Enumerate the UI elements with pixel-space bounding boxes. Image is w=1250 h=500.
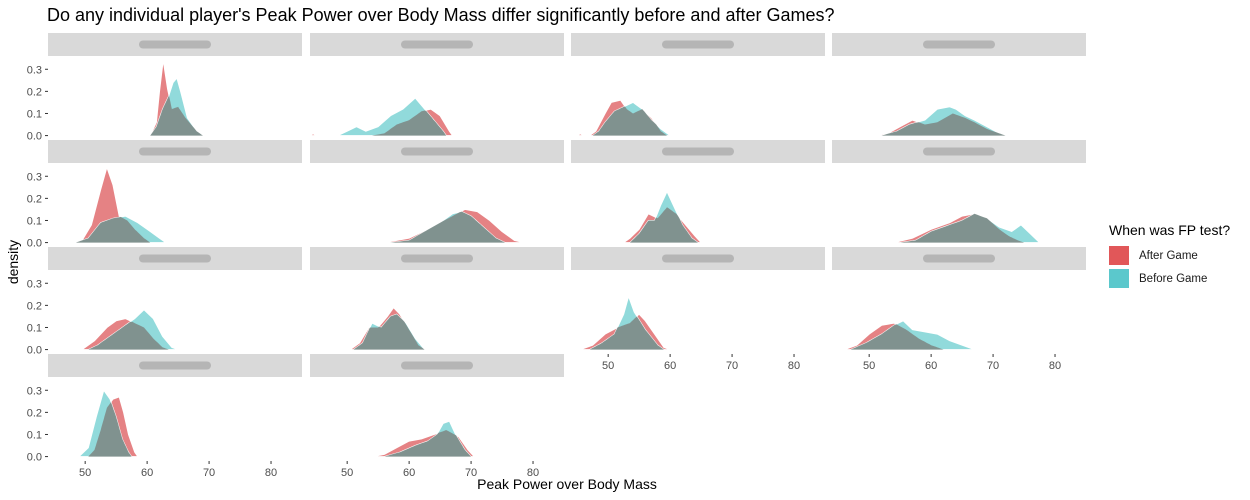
y-tick-label: 0.2 [27, 407, 42, 419]
legend-label-after-game: After Game [1139, 249, 1198, 262]
x-tick-label: 50 [602, 360, 614, 372]
redacted-label [139, 361, 211, 370]
y-tick-label: 0.2 [27, 86, 42, 98]
legend-item-after-game: After Game [1109, 244, 1230, 267]
x-tick-label: 70 [203, 467, 215, 479]
redacted-label [139, 40, 211, 49]
x-tick-label: 70 [726, 360, 738, 372]
x-tick-label: 60 [141, 467, 153, 479]
x-tick-label: 50 [341, 467, 353, 479]
y-tick-label: 0.1 [27, 429, 42, 441]
y-tick-label: 0.2 [27, 300, 42, 312]
density-overlap [372, 430, 475, 457]
redacted-label [662, 40, 734, 49]
x-tick-label: 70 [465, 467, 477, 479]
facet-panel [310, 354, 564, 458]
facet-panel [832, 247, 1086, 351]
facet-panel [310, 140, 564, 244]
density-overlap [623, 207, 702, 243]
legend-label-before-game: Before Game [1139, 272, 1208, 285]
x-tick-label: 60 [925, 360, 937, 372]
legend-key-before-game [1109, 269, 1129, 288]
legend-item-before-game: Before Game [1109, 267, 1230, 290]
redacted-label [401, 147, 473, 156]
y-tick-label: 0.3 [27, 171, 42, 183]
facet-panel [48, 247, 302, 351]
density-overlap [82, 321, 179, 350]
y-tick-label: 0.2 [27, 193, 42, 205]
y-tick-label: 0.3 [27, 278, 42, 290]
y-tick-label: 0.0 [27, 452, 42, 464]
facet-panel [310, 247, 564, 351]
redacted-label [923, 254, 995, 263]
facet-panel [308, 33, 564, 137]
x-tick-label: 50 [863, 360, 875, 372]
density-overlap [79, 402, 138, 457]
x-tick-label: 80 [1049, 360, 1061, 372]
x-axis-label: Peak Power over Body Mass [477, 476, 657, 492]
y-tick-label: 0.1 [27, 108, 42, 120]
facet-panel [571, 33, 825, 137]
x-tick-label: 50 [79, 467, 91, 479]
y-tick-label: 0.3 [27, 385, 42, 397]
redacted-label [662, 147, 734, 156]
x-tick-label: 70 [987, 360, 999, 372]
redacted-label [401, 361, 473, 370]
redacted-label [662, 254, 734, 263]
density-overlap [350, 314, 425, 350]
x-tick-label: 60 [403, 467, 415, 479]
density-overlap [844, 324, 975, 350]
facet-panel [48, 354, 302, 458]
density-overlap [310, 110, 453, 136]
density-overlap [384, 211, 537, 243]
x-tick-label: 80 [265, 467, 277, 479]
density-overlap [150, 95, 203, 136]
y-tick-label: 0.0 [27, 131, 42, 143]
y-tick-label: 0.3 [27, 64, 42, 76]
density-overlap [577, 106, 671, 136]
y-axis-label: density [5, 240, 21, 284]
legend-title: When was FP test? [1109, 222, 1231, 238]
density-overlap [875, 113, 1009, 136]
facet-panel [571, 140, 825, 244]
y-tick-label: 0.1 [27, 322, 42, 334]
density-overlap [580, 316, 671, 350]
facet-panel [48, 33, 302, 137]
redacted-label [923, 40, 995, 49]
x-tick-label: 80 [788, 360, 800, 372]
facet-panel [571, 247, 825, 351]
y-tick-label: 0.0 [27, 238, 42, 250]
facet-panel [48, 140, 302, 244]
density-overlap [894, 213, 1040, 243]
legend: When was FP test? After Game Before Game [1109, 222, 1230, 290]
redacted-label [139, 147, 211, 156]
redacted-label [401, 40, 473, 49]
y-tick-label: 0.1 [27, 215, 42, 227]
facet-panel [832, 140, 1086, 244]
chart-title: Do any individual player's Peak Power ov… [47, 5, 835, 25]
redacted-label [139, 254, 211, 263]
redacted-label [401, 254, 473, 263]
density-overlap [72, 216, 166, 243]
legend-key-after-game [1109, 246, 1129, 265]
y-tick-label: 0.0 [27, 345, 42, 357]
x-tick-label: 60 [664, 360, 676, 372]
redacted-label [923, 147, 995, 156]
x-tick-label: 80 [527, 467, 539, 479]
facet-panel [832, 33, 1086, 137]
